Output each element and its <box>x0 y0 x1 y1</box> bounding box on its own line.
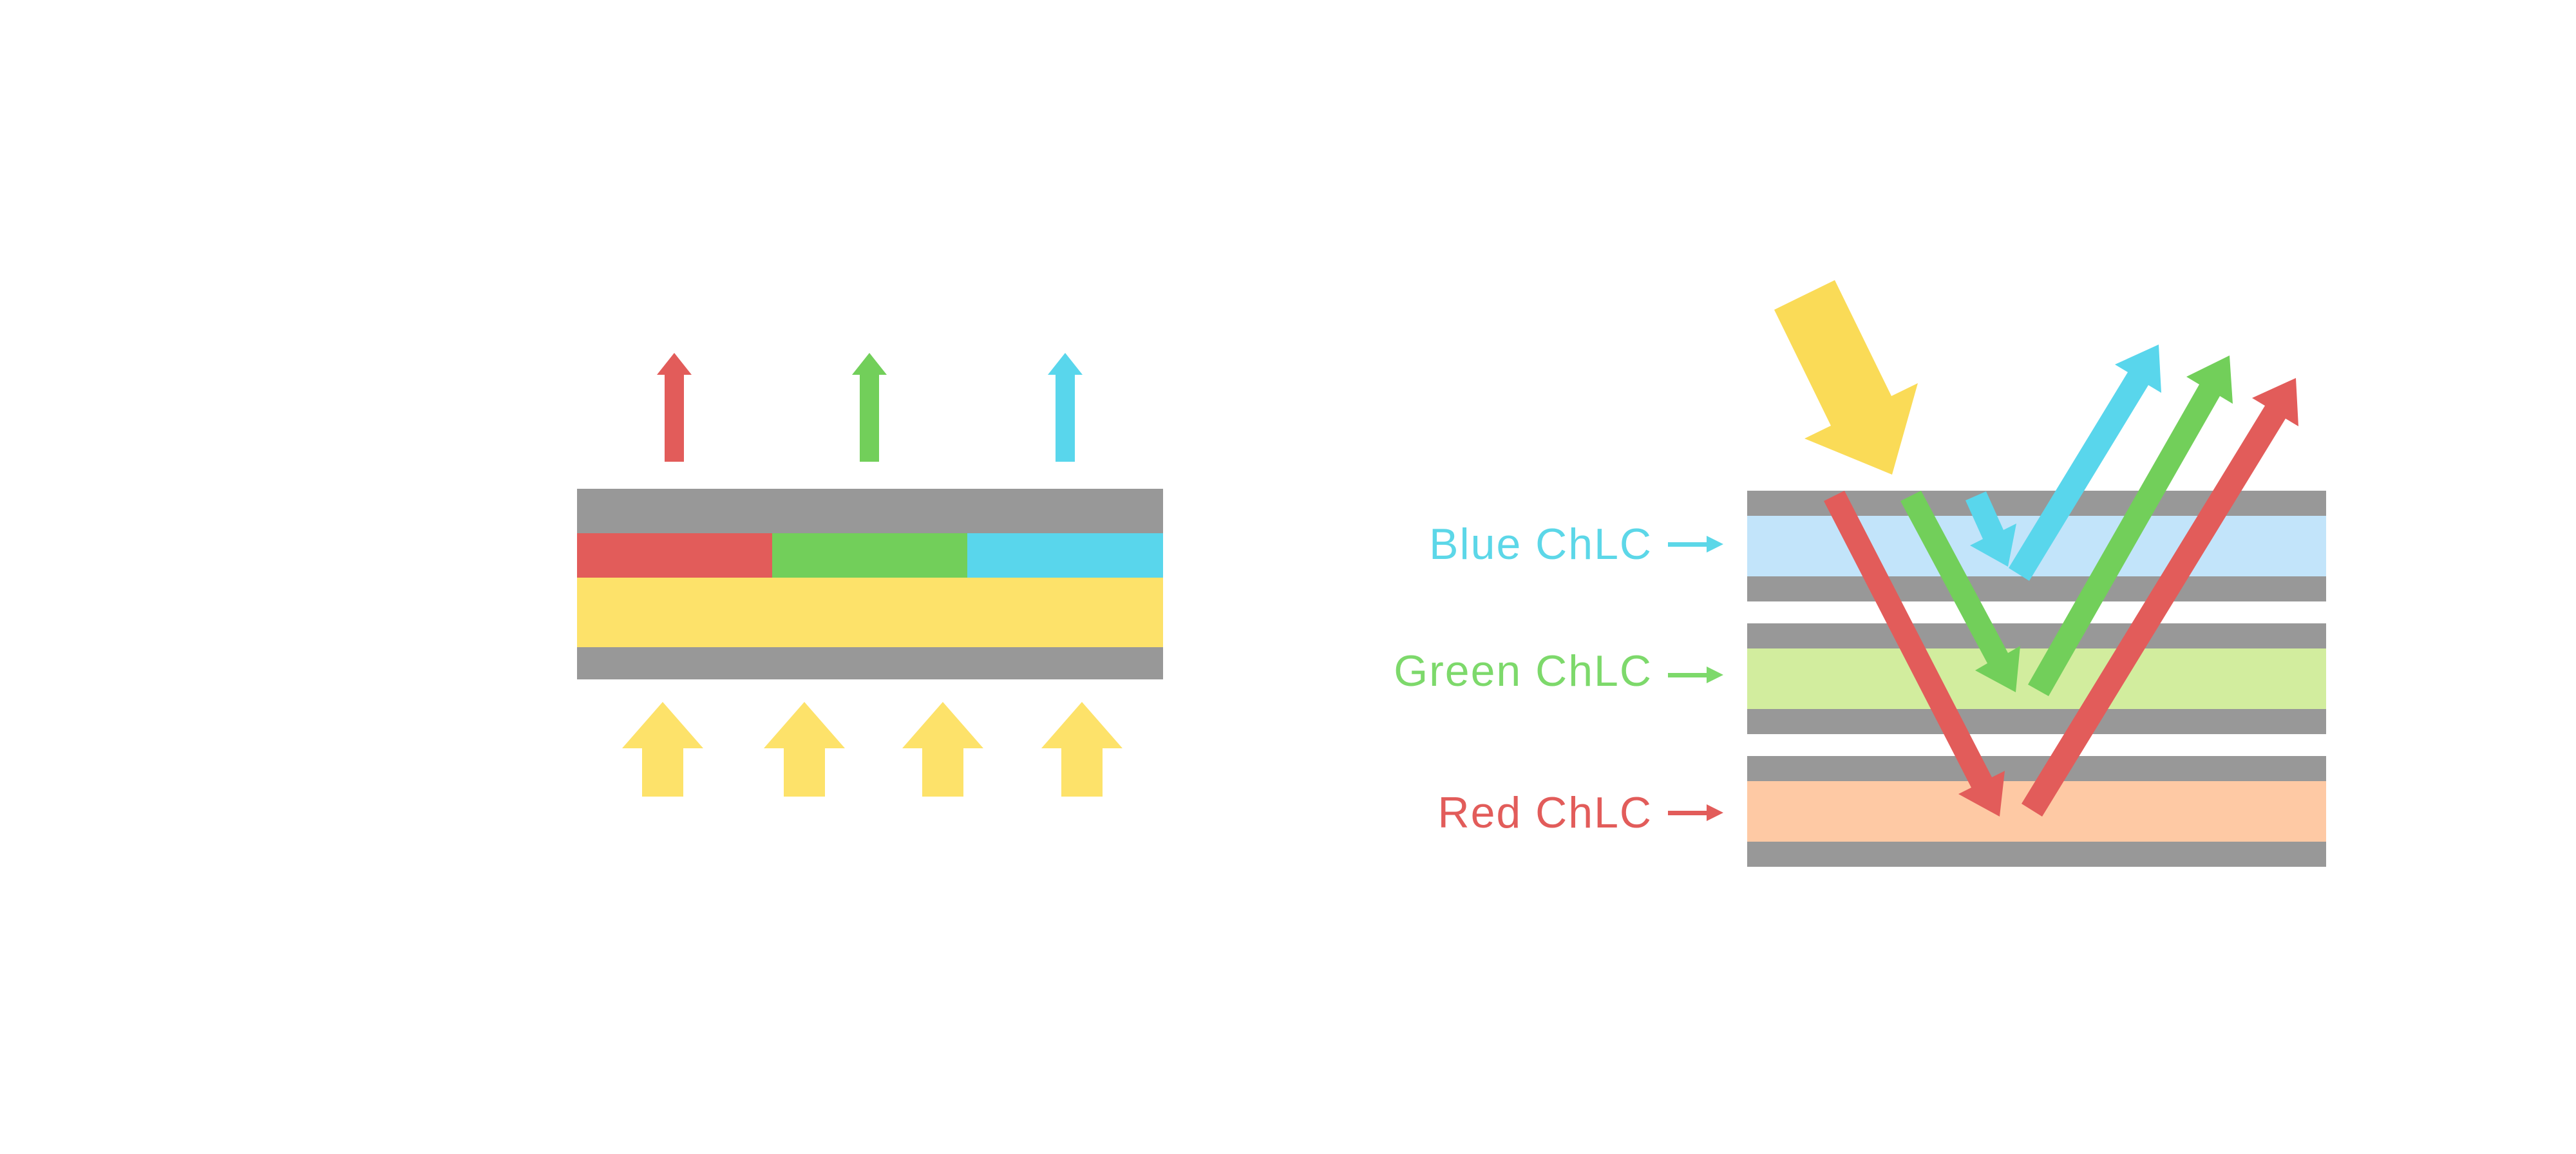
right-plate-blue-bottom <box>1747 576 2326 601</box>
red-label-pointer-arrow-icon <box>1668 804 1723 821</box>
left-top-substrate-plate <box>577 489 1163 533</box>
backlight-arrow-icon-1 <box>622 702 703 797</box>
backlight-arrow-icon-3 <box>902 702 983 797</box>
green-emitted-arrow-up-icon <box>852 353 887 462</box>
left-bottom-substrate-plate <box>577 647 1163 679</box>
right-diagram-chlc-stack: Blue ChLC Green ChLC Red ChLC <box>1394 280 2326 867</box>
blue-chlc-label: Blue ChLC <box>1429 520 1653 569</box>
right-plate-red-top <box>1747 756 2326 781</box>
right-plate-green-bottom <box>1747 709 2326 734</box>
blue-label-pointer-arrow-icon <box>1668 536 1723 553</box>
cyan-reflected-beam-arrow <box>2009 345 2161 581</box>
backlight-arrow-icon-4 <box>1041 702 1122 797</box>
green-reflected-beam-arrow <box>2028 355 2233 696</box>
left-diagram-backlit-cell <box>577 353 1163 797</box>
green-chlc-label: Green ChLC <box>1394 647 1653 695</box>
red-reflected-beam-arrow <box>2022 378 2298 817</box>
green-descending-beam-arrow <box>1900 491 2020 692</box>
left-green-segment <box>772 533 967 578</box>
red-chlc-label: Red ChLC <box>1438 788 1653 837</box>
incident-light-arrow-icon <box>1774 280 1918 475</box>
red-emitted-arrow-up-icon <box>657 353 692 462</box>
red-descending-beam-arrow <box>1824 491 2005 817</box>
left-cyan-segment <box>967 533 1163 578</box>
backlight-arrow-icon-2 <box>764 702 845 797</box>
left-backlight-layer <box>577 578 1163 647</box>
right-plate-bottom <box>1747 842 2326 867</box>
cyan-emitted-arrow-up-icon <box>1048 353 1083 462</box>
cyan-descending-beam-arrow <box>1965 491 2016 567</box>
green-label-pointer-arrow-icon <box>1668 667 1723 683</box>
right-plate-green-top <box>1747 623 2326 648</box>
left-red-segment <box>577 533 772 578</box>
